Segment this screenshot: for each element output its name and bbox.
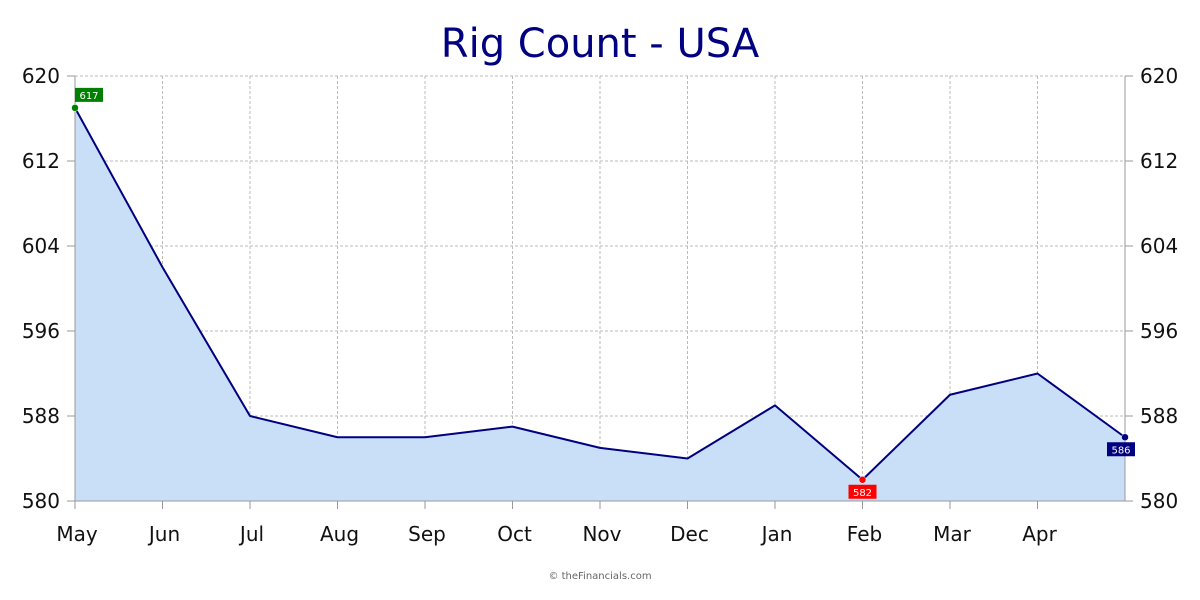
y-tick-label-right: 596 xyxy=(1140,319,1178,343)
data-label: 586 xyxy=(1111,445,1130,456)
source-credit: © theFinancials.com xyxy=(548,571,651,582)
y-axis-right: 580 588 596 604 612 620 xyxy=(1124,64,1178,513)
data-label: 617 xyxy=(79,91,98,102)
data-label: 582 xyxy=(853,488,872,499)
x-tick-label: May xyxy=(56,522,98,546)
x-tick-label: Sep xyxy=(408,522,446,546)
x-tick-label: Oct xyxy=(497,522,532,546)
x-tick-label: Aug xyxy=(320,522,359,546)
x-tick-label: Dec xyxy=(670,522,709,546)
x-tick-label: Jul xyxy=(238,522,264,546)
x-tick-label: Jan xyxy=(760,522,793,546)
data-point-marker xyxy=(858,476,867,484)
x-tick-label: Apr xyxy=(1022,522,1057,546)
x-tick-label: Nov xyxy=(582,522,621,546)
y-tick-label-right: 620 xyxy=(1140,64,1178,88)
data-labels: 617 582 586 xyxy=(75,87,1135,499)
x-axis: May Jun Jul Aug Sep Oct Nov Dec Jan Feb Mar Apr xyxy=(56,500,1125,546)
y-tick-label-left: 604 xyxy=(22,234,60,258)
data-label-box xyxy=(75,87,103,102)
x-tick-label: Feb xyxy=(847,522,882,546)
data-label-box xyxy=(848,484,877,499)
x-tick-label: Mar xyxy=(933,522,972,546)
y-axis-left: 580 588 596 604 612 620 xyxy=(22,64,76,513)
data-label-box xyxy=(1107,442,1135,457)
y-tick-label-right: 588 xyxy=(1140,404,1178,428)
series-area-fill xyxy=(75,107,1125,501)
chart-title: Rig Count - USA xyxy=(441,21,760,67)
data-points xyxy=(71,104,1129,484)
y-tick-label-left: 620 xyxy=(22,64,60,88)
data-point-marker xyxy=(1121,433,1129,441)
y-tick-label-left: 612 xyxy=(22,149,60,173)
y-tick-label-left: 588 xyxy=(22,404,60,428)
plot-area xyxy=(74,107,1126,501)
y-tick-label-left: 580 xyxy=(22,489,60,513)
data-point-marker xyxy=(71,104,79,112)
y-tick-label-right: 612 xyxy=(1140,149,1178,173)
x-tick-label: Jun xyxy=(147,522,180,546)
y-tick-label-right: 580 xyxy=(1140,489,1178,513)
y-tick-label-right: 604 xyxy=(1140,234,1178,258)
y-tick-label-left: 596 xyxy=(22,319,60,343)
series-line xyxy=(74,107,1126,481)
